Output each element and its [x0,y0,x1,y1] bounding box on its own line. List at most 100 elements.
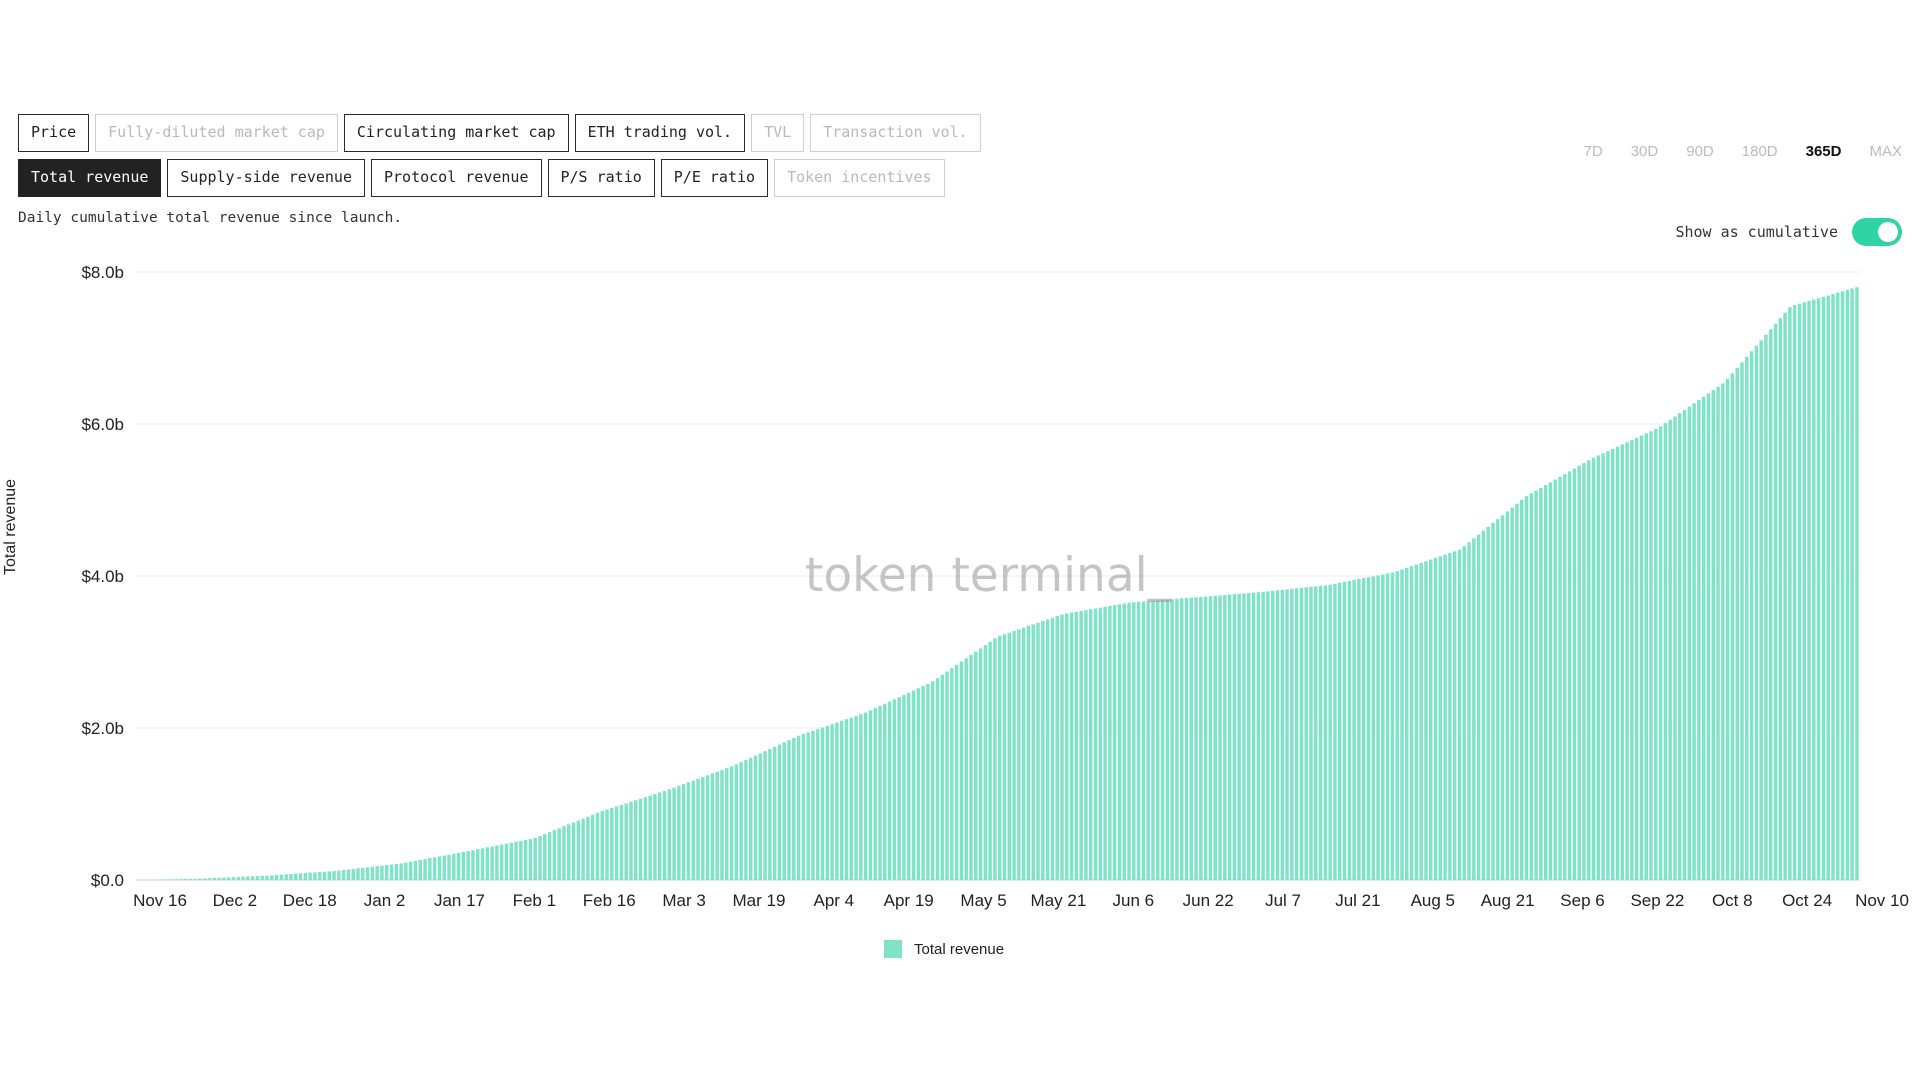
range-30d[interactable]: 30D [1630,143,1659,160]
bar [686,782,691,880]
metric-tab-p-e-ratio[interactable]: P/E ratio [660,159,769,197]
bar [1797,303,1802,881]
bar [1826,295,1830,881]
x-tick-label: Feb 16 [583,891,636,910]
bar [921,686,925,880]
bar [1491,523,1495,880]
bar [1476,534,1481,880]
bar [811,730,815,880]
bar [1438,556,1443,880]
bar [198,878,202,880]
y-tick-label: $4.0b [81,567,124,586]
bar [1773,323,1778,880]
range-365d[interactable]: 365D [1805,143,1842,160]
bar [1390,572,1395,880]
bar [509,842,513,880]
y-tick-label: $0.0 [91,871,124,890]
bar [346,869,351,880]
bar [1381,574,1385,880]
bar [643,797,648,880]
bar [1601,453,1605,880]
bar [1371,576,1375,880]
metric-tab-total-revenue[interactable]: Total revenue [18,159,162,197]
bar [1802,302,1806,881]
bar [734,764,739,880]
bar [974,651,978,880]
bar [1587,460,1591,880]
bar [552,830,557,880]
metric-tab-eth-trading-vol[interactable]: ETH trading vol. [574,114,746,152]
bar [839,720,844,880]
bar [1840,291,1845,880]
bar [1462,546,1466,880]
bar [1845,289,1850,880]
x-tick-label: Oct 24 [1782,891,1832,910]
bar [1558,476,1562,880]
bar [567,824,571,880]
bar [1112,605,1117,880]
bar [610,807,614,880]
bar [351,868,355,880]
bar [1309,586,1313,880]
bar [1582,463,1586,880]
bar [1783,312,1787,880]
x-tick-label: Aug 21 [1481,891,1535,910]
range-90d[interactable]: 90D [1686,143,1714,160]
bar [1189,597,1194,880]
range-7d[interactable]: 7D [1583,143,1603,160]
metric-tab-p-s-ratio[interactable]: P/S ratio [547,159,655,197]
bar [1515,503,1519,880]
range-max[interactable]: MAX [1869,143,1902,160]
bar [159,879,164,880]
bar [1749,351,1754,880]
metric-tab-supply-side-revenue[interactable]: Supply-side revenue [167,159,365,197]
cumulative-toggle-group: Show as cumulative [1675,218,1902,246]
bar [265,875,269,880]
bar [169,879,173,880]
bar [1088,609,1093,880]
bar [284,874,288,880]
metric-tab-circulating-market-cap[interactable]: Circulating market cap [343,114,569,152]
bar [452,853,456,880]
bar [662,791,667,880]
bar [1213,595,1217,880]
bar [236,876,241,880]
bar [1007,632,1012,880]
bar [1055,616,1059,880]
legend-swatch [884,940,902,958]
y-tick-label: $2.0b [81,719,124,738]
x-tick-label: Jun 22 [1183,891,1234,910]
bar [935,678,940,880]
bar [1251,592,1256,880]
bar [490,846,494,880]
bar [571,822,576,880]
bar [964,658,968,880]
bar [1682,409,1687,880]
metric-tab-token-incentives[interactable]: Token incentives [774,159,945,197]
metric-tab-protocol-revenue[interactable]: Protocol revenue [371,159,542,197]
bar [222,877,226,880]
bar [1208,596,1213,880]
x-tick-label: Feb 1 [513,891,556,910]
bar [1443,554,1447,880]
metric-tab-fully-diluted-market-cap[interactable]: Fully-diluted market cap [95,114,338,152]
bar [485,847,490,880]
bar [1347,580,1352,880]
bar [820,727,825,880]
bar [337,870,341,880]
cumulative-toggle[interactable] [1852,218,1902,246]
bar [1093,608,1098,880]
bar [1759,340,1763,880]
metric-tab-tvl[interactable]: TVL [751,114,805,152]
bar [1170,599,1174,880]
metric-tab-transaction-vol[interactable]: Transaction vol. [810,114,981,152]
bar [1553,479,1557,880]
chart-legend[interactable]: Total revenue [884,940,1004,958]
metric-tab-price[interactable]: Price [18,114,90,152]
bar [883,703,887,880]
range-180d[interactable]: 180D [1741,143,1778,160]
bar [1342,581,1347,880]
bar [911,690,916,880]
bar [1850,288,1854,880]
bar [1610,448,1615,880]
